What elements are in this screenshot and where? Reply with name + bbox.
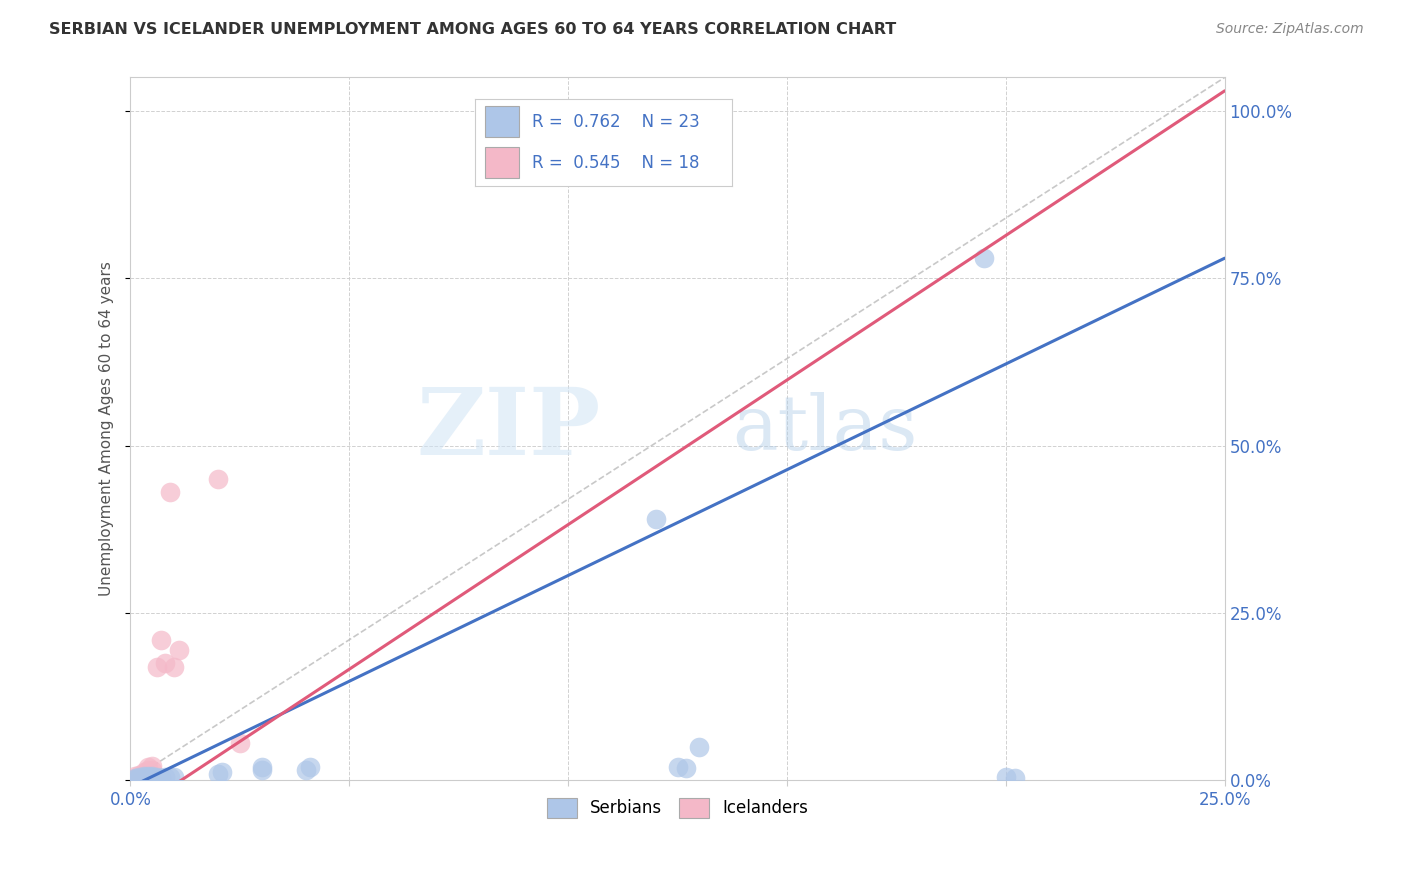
Text: atlas: atlas bbox=[733, 392, 918, 466]
Point bbox=[124, 769, 146, 783]
Point bbox=[136, 760, 159, 774]
Point bbox=[128, 770, 150, 784]
Point bbox=[973, 251, 995, 265]
Point bbox=[145, 771, 167, 785]
Point bbox=[159, 770, 181, 784]
Point bbox=[136, 771, 159, 785]
Point bbox=[688, 739, 710, 754]
Point bbox=[675, 761, 697, 775]
Point bbox=[141, 772, 163, 786]
Point bbox=[145, 659, 167, 673]
Point bbox=[136, 772, 159, 786]
Point bbox=[163, 659, 186, 673]
Legend: Serbians, Icelanders: Serbians, Icelanders bbox=[540, 791, 815, 825]
Point bbox=[141, 769, 163, 783]
Point bbox=[128, 771, 150, 785]
Point bbox=[644, 512, 666, 526]
Text: Source: ZipAtlas.com: Source: ZipAtlas.com bbox=[1216, 22, 1364, 37]
Text: ZIP: ZIP bbox=[416, 384, 600, 474]
Point bbox=[250, 764, 273, 778]
Point bbox=[207, 766, 229, 780]
Point bbox=[229, 737, 252, 751]
Point bbox=[666, 760, 689, 774]
Point bbox=[163, 770, 186, 784]
Point bbox=[294, 764, 316, 778]
Point bbox=[994, 770, 1017, 784]
Y-axis label: Unemployment Among Ages 60 to 64 years: Unemployment Among Ages 60 to 64 years bbox=[100, 261, 114, 597]
Point bbox=[207, 472, 229, 486]
Point bbox=[124, 772, 146, 786]
Point bbox=[136, 769, 159, 783]
Point bbox=[124, 772, 146, 786]
Point bbox=[128, 772, 150, 786]
Point bbox=[159, 485, 181, 500]
Point bbox=[132, 770, 155, 784]
Point bbox=[128, 768, 150, 782]
Point bbox=[132, 772, 155, 786]
Point bbox=[124, 772, 146, 786]
Point bbox=[128, 772, 150, 786]
Point bbox=[132, 769, 155, 783]
Point bbox=[132, 768, 155, 782]
Point bbox=[211, 765, 233, 780]
Point bbox=[150, 771, 173, 785]
Point bbox=[145, 770, 167, 784]
Point bbox=[132, 765, 155, 780]
Point bbox=[250, 760, 273, 774]
Point bbox=[155, 770, 177, 784]
Point bbox=[155, 656, 177, 670]
Text: SERBIAN VS ICELANDER UNEMPLOYMENT AMONG AGES 60 TO 64 YEARS CORRELATION CHART: SERBIAN VS ICELANDER UNEMPLOYMENT AMONG … bbox=[49, 22, 897, 37]
Point bbox=[136, 764, 159, 778]
Point bbox=[1004, 772, 1026, 786]
Point bbox=[167, 642, 190, 657]
Point bbox=[141, 770, 163, 784]
Point bbox=[141, 758, 163, 772]
Point bbox=[150, 632, 173, 647]
Point bbox=[141, 763, 163, 777]
Point bbox=[298, 760, 321, 774]
